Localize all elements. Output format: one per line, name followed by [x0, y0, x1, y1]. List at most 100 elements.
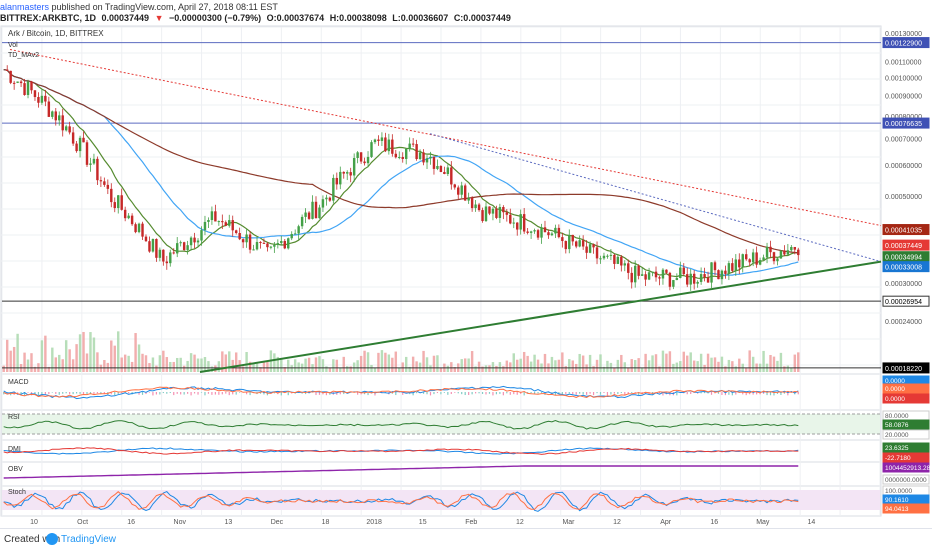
macd-hist-bar	[440, 392, 442, 395]
candle-body	[571, 234, 574, 242]
indicator-badge	[882, 419, 930, 430]
macd-signal-line	[3, 386, 799, 399]
price-tick-label: 0.00110000	[885, 59, 922, 66]
candle-body	[245, 234, 248, 243]
volume-bar	[699, 353, 703, 372]
volume-bar	[51, 347, 54, 372]
candle-body	[380, 137, 384, 141]
macd-hist-bar	[461, 392, 463, 395]
price-axis[interactable]: 0.00130000 0.00122900 0.00110000 0.00100000…	[882, 31, 932, 514]
trend-lines[interactable]	[9, 49, 882, 373]
rsi-band	[2, 414, 880, 434]
created-with-label: Created with	[4, 534, 61, 545]
candle-body	[758, 260, 762, 265]
candle-body	[710, 262, 713, 283]
macd-hist-bar	[537, 392, 539, 394]
macd-hist-bar	[86, 392, 88, 395]
footer-bar: Created with TradingView	[0, 528, 932, 551]
volume-bar	[262, 361, 266, 372]
candle-body	[54, 111, 57, 121]
macd-hist-bar	[457, 392, 459, 394]
candle-body	[540, 227, 543, 238]
candle-body	[460, 185, 463, 195]
volume-bar	[543, 353, 547, 372]
indicator-badge	[882, 503, 930, 514]
volume-bar	[71, 359, 75, 372]
candle-body	[547, 232, 550, 236]
time-axis[interactable]: 10 Oct 16 Nov 13 Dec 18 2018 15 Feb 12 Mar 12 Apr 16 Ma…	[30, 519, 815, 526]
candle-body	[519, 214, 522, 230]
volume-bar	[110, 340, 113, 372]
candle-body	[776, 258, 779, 262]
volume-bar	[651, 355, 654, 372]
candle-body	[276, 243, 280, 245]
price-badge-label: 0.00018220	[885, 366, 922, 373]
candle-body	[623, 263, 627, 266]
change-value: −0.00000300 (−0.79%)	[169, 13, 262, 23]
macd-hist-bar	[82, 392, 85, 395]
volume-bar	[769, 354, 772, 372]
indicator-badge-label: 0000000.0000	[885, 477, 927, 484]
macd-hist-bar	[221, 392, 223, 395]
candle-body	[474, 204, 477, 209]
macd-hist-bar	[114, 392, 116, 396]
candle-body	[450, 167, 453, 185]
candle-body	[110, 188, 113, 203]
candle-body	[384, 137, 387, 152]
macd-hist-bar	[599, 392, 602, 395]
candle-body	[68, 126, 71, 133]
volume-bar	[155, 365, 158, 372]
volume-bar	[470, 351, 474, 372]
macd-hist-bar	[742, 392, 744, 395]
candle-body	[325, 197, 328, 200]
candle-body	[47, 101, 51, 117]
candle-body	[328, 197, 332, 201]
volume-bar	[287, 359, 290, 372]
macd-hist-bar	[572, 392, 574, 394]
candle-body	[106, 184, 110, 189]
macd-hist-bar	[416, 392, 418, 394]
volume-bar	[703, 364, 706, 372]
volume-bar	[207, 361, 210, 372]
dmi-minus-line	[3, 447, 799, 455]
macd-hist-bar	[710, 392, 713, 395]
macd-hist-bar	[141, 392, 144, 395]
volume-bar	[616, 359, 620, 372]
candle-body	[363, 161, 366, 164]
volume-bar	[495, 365, 498, 372]
author-link[interactable]: alanmasters	[0, 2, 50, 12]
volume-bar	[786, 365, 790, 372]
candle-body	[30, 81, 33, 91]
macd-hist-bar	[714, 392, 716, 394]
candle-body	[5, 69, 9, 71]
macd-hist-bar	[315, 392, 317, 396]
volume-bar	[571, 360, 574, 372]
candle-body	[658, 277, 661, 279]
candle-body	[689, 273, 692, 285]
candle-body	[429, 156, 432, 159]
macd-hist-bar	[145, 392, 147, 395]
horizontal-levels[interactable]	[2, 42, 881, 369]
tradingview-link[interactable]: TradingView	[61, 534, 117, 545]
volume-bar	[640, 367, 644, 372]
ma-slow-line	[3, 69, 799, 254]
candle-body	[23, 83, 26, 95]
candle-body	[92, 158, 96, 164]
candle-body	[564, 241, 568, 250]
time-tick-label: 18	[322, 519, 330, 526]
candle-body	[137, 223, 141, 233]
macd-hist-bar	[159, 392, 161, 395]
candle-body	[717, 270, 720, 280]
volume-bar	[2, 365, 5, 372]
candle-body	[158, 249, 162, 258]
volume-bar	[526, 355, 529, 372]
tradingview-logo-icon[interactable]	[46, 533, 58, 545]
candle-body	[495, 208, 498, 218]
candle-body	[12, 82, 16, 84]
candle-body	[502, 207, 505, 213]
macd-hist-bar	[530, 392, 532, 394]
volume-bar	[658, 366, 661, 372]
macd-hist-bar	[523, 392, 525, 396]
